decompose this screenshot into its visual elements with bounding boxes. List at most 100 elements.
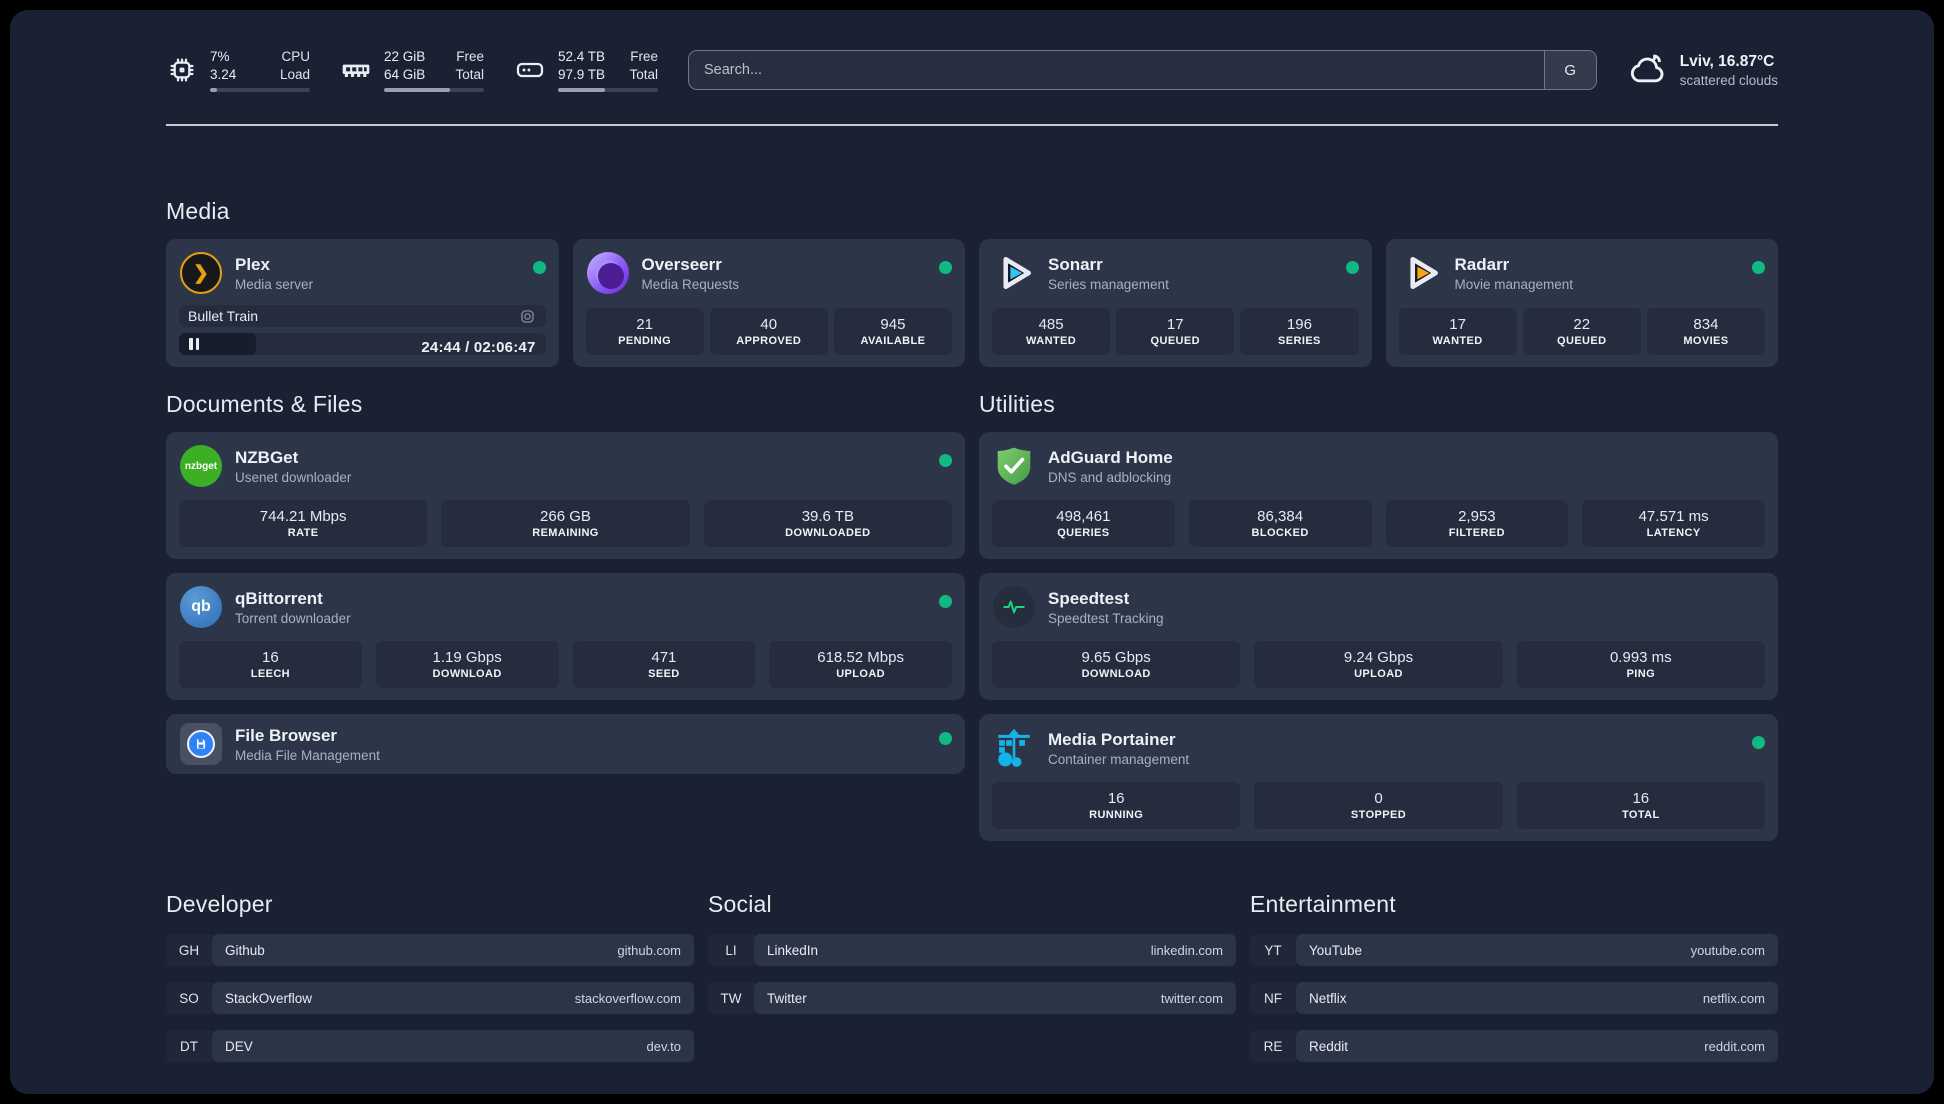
link-tag: DT [166, 1030, 212, 1062]
stat-downloaded: 39.6 TB DOWNLOADED [703, 500, 952, 547]
app-description: Media server [235, 276, 314, 292]
stat-value: 16 [262, 649, 279, 666]
stat-label: UPLOAD [836, 668, 886, 680]
section-social: Social LI LinkedIn linkedin.com TW Twitt… [708, 891, 1236, 1014]
link-reddit[interactable]: RE Reddit reddit.com [1250, 1030, 1778, 1062]
search-engine-button[interactable]: G [1543, 51, 1596, 89]
stat-latency: 47.571 ms LATENCY [1582, 500, 1765, 547]
stat-label: SEED [648, 668, 680, 680]
link-github[interactable]: GH Github github.com [166, 934, 694, 966]
stat-label: SERIES [1278, 335, 1321, 347]
app-description: Media Requests [641, 276, 740, 292]
link-linkedin[interactable]: LI LinkedIn linkedin.com [708, 934, 1236, 966]
app-card-speedtest[interactable]: Speedtest Speedtest Tracking 9.65 Gbps D… [979, 573, 1778, 700]
app-description: Speedtest Tracking [1048, 610, 1164, 626]
stat-value: 16 [1632, 790, 1650, 807]
stat-leech: 16 LEECH [179, 641, 362, 688]
status-online-dot [939, 732, 952, 745]
stat-series: 196 SERIES [1240, 308, 1359, 355]
session-camera-icon [520, 309, 534, 323]
app-card-adguard[interactable]: AdGuard Home DNS and adblocking 498,461 … [979, 432, 1778, 559]
stat-value: 266 GB [540, 508, 591, 525]
stat-label: PENDING [618, 335, 672, 347]
filebrowser-icon [180, 723, 222, 765]
stat-value: 21 [636, 316, 653, 333]
stat-value: 471 [651, 649, 677, 666]
app-card-plex[interactable]: ❯ Plex Media server Bullet Train [166, 239, 559, 367]
link-dev[interactable]: DT DEV dev.to [166, 1030, 694, 1062]
link-url: linkedin.com [1150, 942, 1223, 958]
memory-progress-fill [384, 88, 450, 93]
cpu-stat: 7% 3.24 CPU Load [166, 48, 310, 93]
header-divider [166, 124, 1778, 126]
stat-value: 17 [1449, 316, 1466, 333]
stat-running: 16 RUNNING [992, 782, 1241, 829]
stat-value: 17 [1166, 316, 1184, 333]
link-url: twitter.com [1160, 990, 1223, 1006]
app-card-nzbget[interactable]: nzbget NZBGet Usenet downloader 744.21 M… [166, 432, 965, 559]
stat-blocked: 86,384 BLOCKED [1188, 500, 1372, 547]
link-netflix[interactable]: NF Netflix netflix.com [1250, 982, 1778, 1014]
app-description: Movie management [1454, 276, 1574, 292]
stat-label: QUERIES [1057, 527, 1110, 539]
app-name: Sonarr [1048, 254, 1103, 274]
cpu-usage-value: 7% [210, 48, 230, 64]
stat-label: PING [1626, 668, 1656, 680]
section-title-utilities: Utilities [979, 391, 1055, 417]
section-documents: Documents & Files nzbget NZBGet Usenet d… [166, 391, 965, 774]
pause-button[interactable] [189, 338, 199, 350]
stat-rate: 744.21 Mbps RATE [179, 500, 428, 547]
now-playing-row: Bullet Train [179, 305, 546, 327]
app-card-overseerr[interactable]: Overseerr Media Requests 21 PENDING 40 A… [572, 239, 965, 367]
search-input[interactable] [689, 51, 1544, 89]
app-card-filebrowser[interactable]: File Browser Media File Management [166, 714, 965, 774]
stat-ping: 0.993 ms PING [1516, 641, 1765, 688]
link-twitter[interactable]: TW Twitter twitter.com [708, 982, 1236, 1014]
app-card-qbittorrent[interactable]: qb qBittorrent Torrent downloader 16 LEE… [166, 573, 965, 700]
stat-label: TOTAL [1621, 809, 1660, 821]
link-name: StackOverflow [225, 990, 313, 1006]
link-url: dev.to [646, 1038, 681, 1054]
stat-value: 22 [1573, 316, 1591, 333]
stat-label: MOVIES [1683, 335, 1729, 347]
player-progress-fill [179, 333, 256, 355]
weather-widget: Lviv, 16.87°C scattered clouds [1627, 50, 1778, 90]
stat-value: 86,384 [1257, 508, 1304, 525]
weather-condition: scattered clouds [1679, 72, 1778, 88]
stat-value: 1.19 Gbps [432, 649, 502, 666]
app-card-portainer[interactable]: Media Portainer Container management 16 … [979, 714, 1778, 841]
stat-value: 0 [1374, 790, 1383, 807]
memory-progress-bar [384, 88, 484, 93]
link-name: Twitter [767, 990, 807, 1006]
stat-value: 9.65 Gbps [1081, 649, 1151, 666]
app-card-sonarr[interactable]: Sonarr Series management 485 WANTED 17 Q… [979, 239, 1372, 367]
link-youtube[interactable]: YT YouTube youtube.com [1250, 934, 1778, 966]
search-bar: G [688, 50, 1597, 90]
status-online-dot [1752, 736, 1765, 749]
link-tag: SO [166, 982, 212, 1014]
section-title-entertainment: Entertainment [1250, 891, 1396, 917]
system-stats: 7% 3.24 CPU Load [166, 48, 658, 93]
stat-value: 9.24 Gbps [1343, 649, 1414, 666]
app-description: Torrent downloader [235, 610, 351, 626]
section-utilities: Utilities [979, 391, 1778, 841]
stat-stopped: 0 STOPPED [1254, 782, 1503, 829]
adguard-icon [997, 447, 1031, 485]
stat-value: 196 [1286, 316, 1312, 333]
player-time: 24:44 / 02:06:47 [421, 339, 536, 355]
link-stackoverflow[interactable]: SO StackOverflow stackoverflow.com [166, 982, 694, 1014]
app-card-radarr[interactable]: Radarr Movie management 17 WANTED 22 QUE… [1385, 239, 1778, 367]
stat-wanted: 485 WANTED [992, 308, 1111, 355]
stat-wanted: 17 WANTED [1398, 308, 1517, 355]
stat-label: WANTED [1026, 335, 1077, 347]
link-name: Reddit [1309, 1038, 1349, 1054]
section-title-social: Social [708, 891, 772, 917]
link-url: github.com [617, 942, 681, 958]
stat-label: LATENCY [1646, 527, 1701, 539]
cpu-load-value: 3.24 [210, 66, 237, 82]
sonarr-icon [1003, 256, 1031, 290]
status-online-dot [939, 454, 952, 467]
app-name: File Browser [235, 725, 338, 745]
stat-label: FILTERED [1448, 527, 1505, 539]
app-description: Media File Management [235, 747, 380, 763]
